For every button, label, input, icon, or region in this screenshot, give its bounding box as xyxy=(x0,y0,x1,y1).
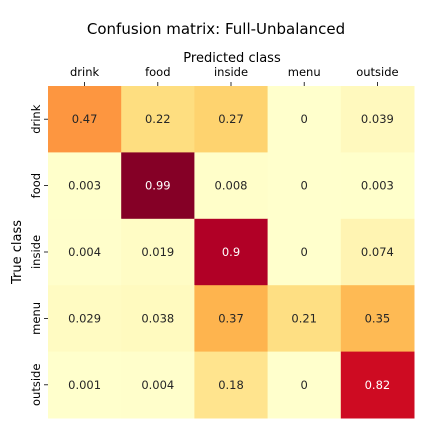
cell-value-label: 0.21 xyxy=(291,311,317,325)
x-axis-title: Predicted class xyxy=(183,51,281,66)
heatmap-cell xyxy=(340,152,415,220)
x-tick-label: outside xyxy=(356,65,398,79)
x-axis-ticks: drink food inside menu outside xyxy=(70,65,399,86)
cell-value-label: 0.37 xyxy=(218,311,244,325)
heatmap-cell xyxy=(121,218,195,286)
cell-value-label: 0.47 xyxy=(72,112,98,126)
y-axis-title: True class xyxy=(10,220,25,285)
y-tick-label: inside xyxy=(29,235,43,269)
heatmap-cell xyxy=(48,86,122,153)
heatmap-cells: 0.47 0.22 0.27 0 0.039 0.003 0.99 0.008 0 0.003 0.… xyxy=(48,86,415,419)
heatmap-cell xyxy=(340,351,415,419)
heatmap-cell xyxy=(267,152,342,220)
y-tick-label: drink xyxy=(29,104,43,134)
heatmap-cell xyxy=(194,152,269,220)
heatmap-cell xyxy=(340,285,415,353)
cell-value-label: 0.004 xyxy=(68,245,101,259)
cell-value-label: 0 xyxy=(301,179,308,193)
cell-value-label: 0.019 xyxy=(141,245,174,259)
cell-value-label: 0.004 xyxy=(141,378,174,392)
heatmap-cell xyxy=(340,86,415,153)
y-axis-ticks: drink food inside menu outside xyxy=(29,104,48,406)
heatmap-cell xyxy=(121,285,195,353)
heatmap-cell xyxy=(267,351,342,419)
cell-value-label: 0.18 xyxy=(218,378,244,392)
x-tick-label: inside xyxy=(214,65,248,79)
heatmap-cell xyxy=(194,218,269,286)
heatmap-cell xyxy=(48,218,122,286)
cell-value-label: 0.001 xyxy=(68,378,101,392)
cell-value-label: 0.35 xyxy=(365,311,391,325)
heatmap-cell xyxy=(267,285,342,353)
cell-value-label: 0.003 xyxy=(361,179,394,193)
cell-value-label: 0.003 xyxy=(68,179,101,193)
cell-value-label: 0 xyxy=(301,378,308,392)
chart-title: Confusion matrix: Full-Unbalanced xyxy=(87,20,345,38)
heatmap-cell xyxy=(267,218,342,286)
y-tick-label: outside xyxy=(29,364,43,406)
heatmap-cell xyxy=(48,152,122,220)
cell-value-label: 0.008 xyxy=(215,179,248,193)
cell-value-label: 0.99 xyxy=(145,179,171,193)
cell-value-label: 0.038 xyxy=(141,311,174,325)
heatmap-cell xyxy=(48,285,122,353)
heatmap-cell xyxy=(121,86,195,153)
x-tick-label: food xyxy=(145,65,170,79)
heatmap-cell xyxy=(121,152,195,220)
y-tick-label: food xyxy=(29,173,43,198)
cell-value-label: 0 xyxy=(301,112,308,126)
heatmap-cell xyxy=(48,351,122,419)
x-tick-label: drink xyxy=(70,65,100,79)
cell-value-label: 0.9 xyxy=(222,245,240,259)
cell-value-label: 0.27 xyxy=(218,112,244,126)
cell-value-label: 0 xyxy=(301,245,308,259)
heatmap-cell xyxy=(267,86,342,153)
y-tick-label: menu xyxy=(29,302,43,335)
cell-value-label: 0.22 xyxy=(145,112,171,126)
heatmap-cell xyxy=(121,351,195,419)
heatmap-cell xyxy=(194,285,269,353)
heatmap-cell xyxy=(340,218,415,286)
cell-value-label: 0.029 xyxy=(68,311,101,325)
cell-value-label: 0.074 xyxy=(361,245,394,259)
cell-value-label: 0.039 xyxy=(361,112,394,126)
heatmap-cell xyxy=(194,351,269,419)
cell-value-label: 0.82 xyxy=(365,378,391,392)
x-tick-label: menu xyxy=(288,65,321,79)
heatmap-cell xyxy=(194,86,269,153)
